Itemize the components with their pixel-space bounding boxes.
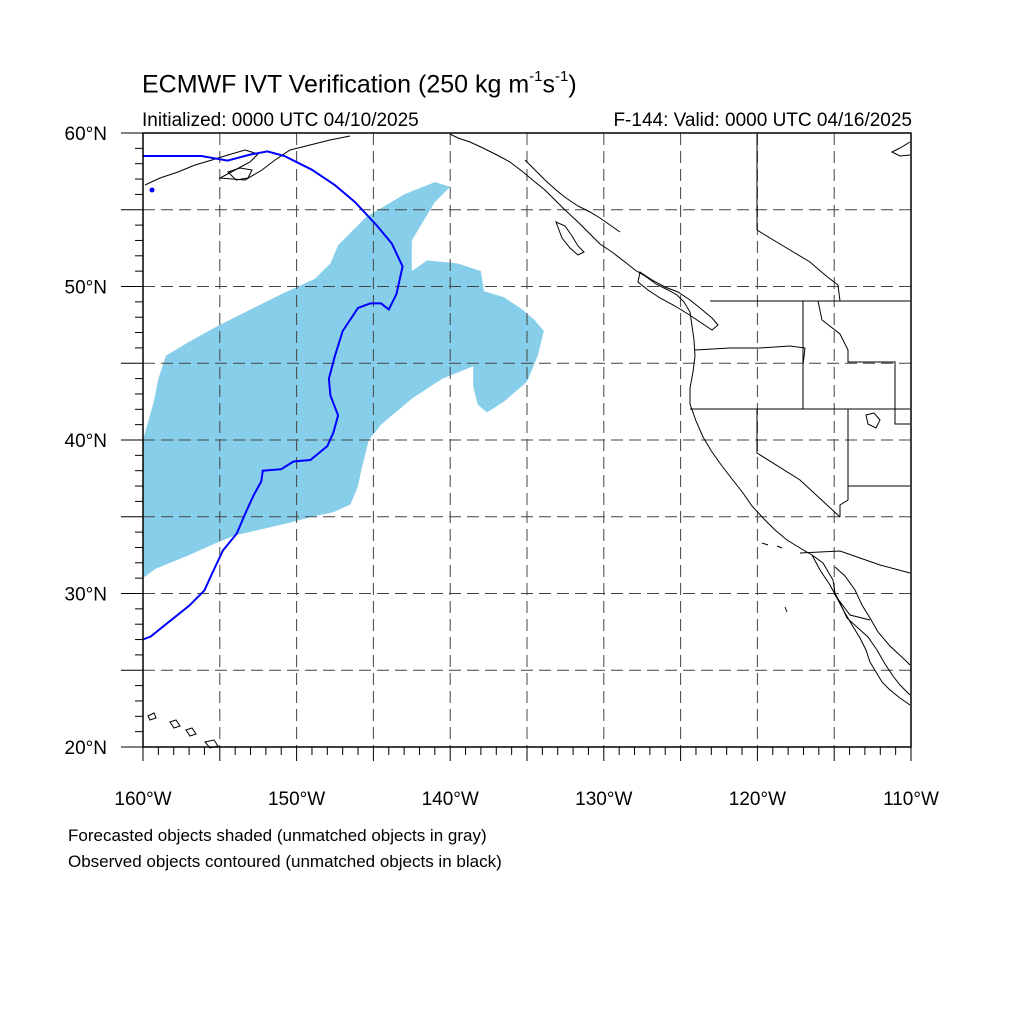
coastline-north-america [449,133,911,696]
border-us-mexico [799,550,911,574]
axis-ticks [121,132,912,761]
lat-label: 40°N [65,431,107,452]
border-washington-oregon [694,345,806,409]
coastline-guadalupe-island [784,606,788,613]
border-canada-provinces [756,229,841,302]
coastline-hawaii-1 [147,712,157,721]
coastline-great-salt-lake [865,412,881,429]
border-arizona [839,486,849,517]
coastlines [144,133,911,749]
lat-label: 20°N [65,738,107,759]
coastline-haida-gwaii [555,221,585,256]
lon-label: 120°W [729,789,786,810]
title-mid: s [542,70,556,99]
lat-label: 30°N [65,585,107,606]
lon-label: 110°W [883,789,939,810]
map-title: ECMWF IVT Verification (250 kg m-1s-1) [142,68,577,99]
caption-forecast: Forecasted objects shaded (unmatched obj… [68,826,487,845]
title-main: ECMWF IVT Verification (250 kg m [142,70,530,99]
observed-object-contour [142,150,404,641]
coastline-gulf-of-california [834,566,911,666]
lon-label: 160°W [114,789,171,810]
axis-labels: 20°N 30°N 40°N 50°N 60°N 160°W 150°W 140°W 130°W… [65,124,939,810]
lon-label: 130°W [575,789,632,810]
caption-observed: Observed objects contoured (unmatched ob… [68,852,502,871]
border-idaho [802,300,910,425]
political-boundaries [690,134,911,621]
coastline-hawaii-4 [204,739,219,749]
forecast-object-layer [143,182,544,579]
lat-label: 60°N [65,124,107,145]
border-nevada-utah [847,409,910,487]
gridlines [143,133,911,747]
coastline-hudson-fragment [890,141,911,157]
lat-label: 50°N [65,278,107,299]
coastline-hawaii-3 [185,727,197,737]
coastline-baja-california [811,554,911,706]
coastline-vancouver-island [637,271,719,331]
title-close: ) [568,70,577,99]
title-sup-2: -1 [555,68,569,85]
border-nevada-california [756,409,841,518]
valid-time: F-144: Valid: 0000 UTC 04/16/2025 [613,110,912,131]
title-sup-1: -1 [529,68,543,85]
coastline-kodiak [227,167,253,181]
lon-label: 140°W [422,789,479,810]
observed-small-object [149,187,155,193]
forecast-object-shaded [143,182,544,579]
coastline-alaska-peninsula [144,135,351,186]
coastline-alaska-panhandle [524,159,621,233]
border-east-nv [834,594,871,621]
lon-label: 150°W [268,789,325,810]
initialized-time: Initialized: 0000 UTC 04/10/2025 [142,110,419,131]
coastline-hawaii-2 [169,719,181,729]
coastline-channel-islands [761,542,783,549]
